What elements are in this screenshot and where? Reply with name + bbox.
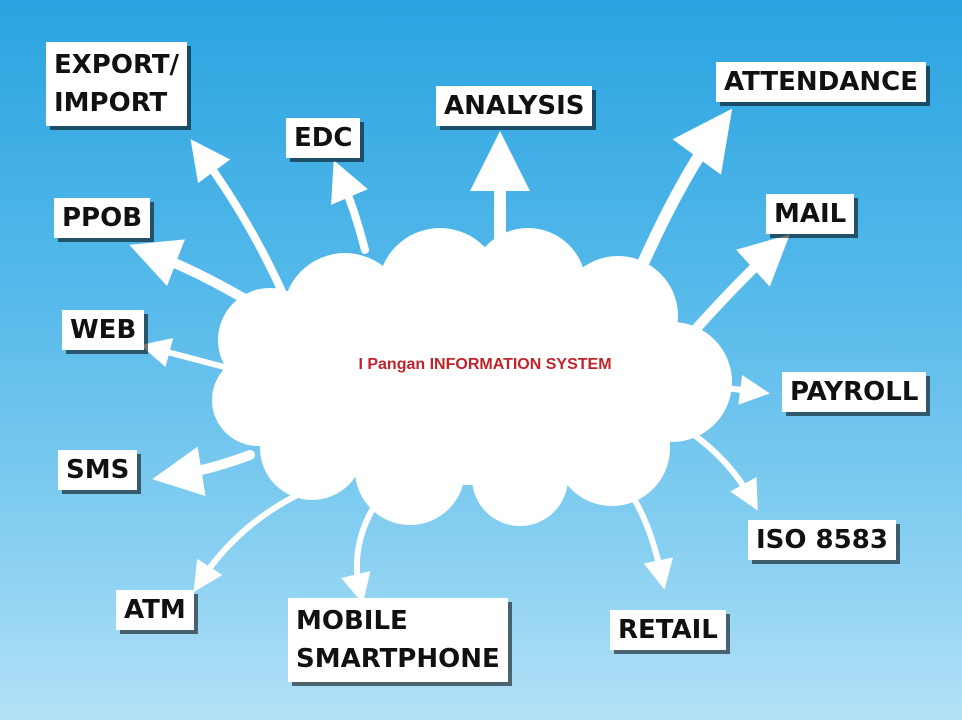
arrow-attendance	[634, 108, 733, 276]
node-export-import: EXPORT/ IMPORT	[46, 42, 188, 126]
system-title: I Pangan INFORMATION SYSTEM	[358, 356, 612, 373]
arrow-ppob	[129, 239, 260, 310]
node-iso8583: ISO 8583	[748, 520, 896, 560]
node-analysis: ANALYSIS	[436, 86, 593, 126]
node-sms: SMS	[58, 450, 138, 490]
node-smartphone-label: SMARTPHONE	[296, 644, 500, 674]
arrow-export-import	[190, 139, 289, 302]
arrow-retail	[625, 487, 674, 590]
arrow-sms	[152, 446, 255, 497]
arrow-web	[140, 338, 231, 371]
arrow-atm	[193, 485, 315, 593]
node-ppob: PPOB	[54, 198, 151, 238]
node-payroll: PAYROLL	[782, 372, 927, 412]
node-mobile-label: MOBILE	[296, 606, 408, 636]
node-mobile-smartphone: MOBILE SMARTPHONE	[288, 598, 508, 682]
cloud-shape	[212, 228, 732, 526]
node-web: WEB	[62, 310, 145, 350]
node-import-label: IMPORT	[54, 88, 168, 118]
arrow-iso8583	[687, 429, 758, 511]
node-export-label: EXPORT/	[54, 50, 180, 80]
node-attendance: ATTENDANCE	[716, 62, 926, 102]
node-atm: ATM	[116, 590, 194, 630]
arrow-mobile	[341, 507, 375, 604]
node-mail: MAIL	[766, 194, 855, 234]
arrow-edc	[331, 160, 369, 254]
node-edc: EDC	[286, 118, 361, 158]
node-retail: RETAIL	[610, 610, 726, 650]
arrow-mail	[690, 234, 790, 335]
